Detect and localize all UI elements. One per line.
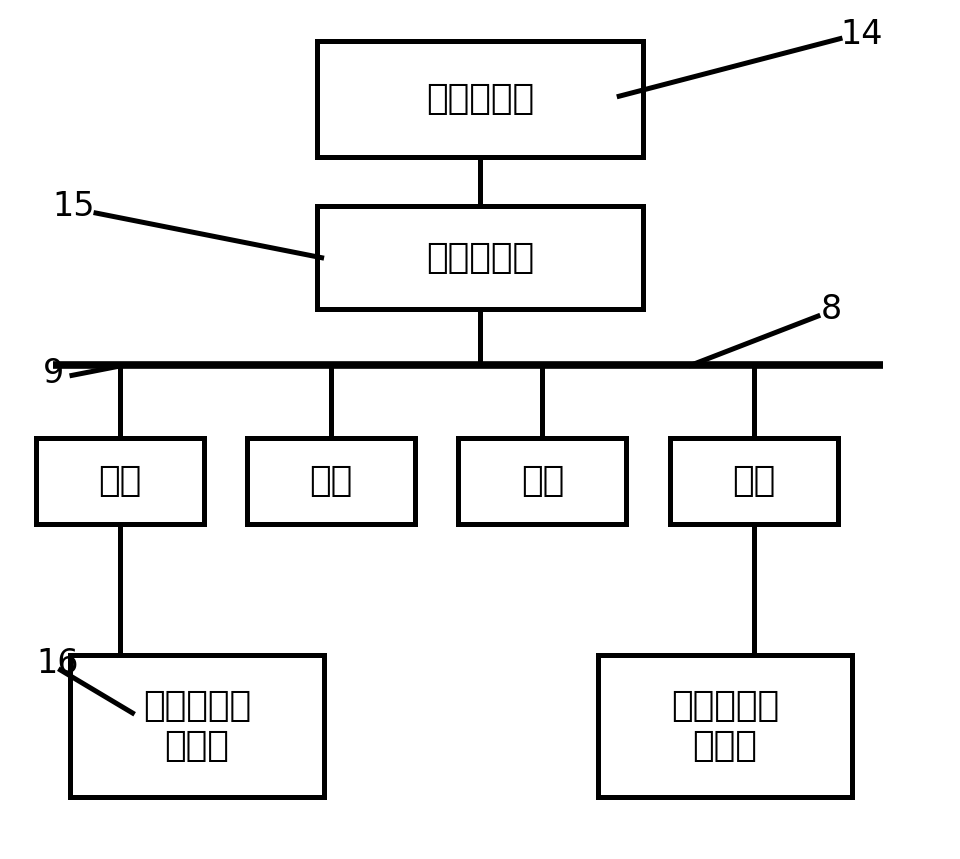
Text: 14: 14 [840,18,882,51]
Text: 9: 9 [43,357,64,390]
Bar [597,655,852,797]
Text: 终端: 终端 [732,464,776,498]
Bar [317,40,643,157]
Text: 8: 8 [821,293,842,326]
Bar [69,655,324,797]
Bar [458,438,626,524]
Bar [670,438,838,524]
Text: 数据交换机: 数据交换机 [426,241,534,275]
Text: 终端: 终端 [520,464,564,498]
Text: 室内外温度
控制器: 室内外温度 控制器 [671,689,779,763]
Bar [247,438,415,524]
Text: 终端: 终端 [309,464,353,498]
Bar [36,438,204,524]
Text: 终端: 终端 [98,464,142,498]
Bar [317,206,643,309]
Text: 15: 15 [53,190,95,222]
Text: 网络控制器: 网络控制器 [426,82,534,116]
Text: 16: 16 [36,647,79,679]
Text: 室内外温度
控制器: 室内外温度 控制器 [143,689,251,763]
